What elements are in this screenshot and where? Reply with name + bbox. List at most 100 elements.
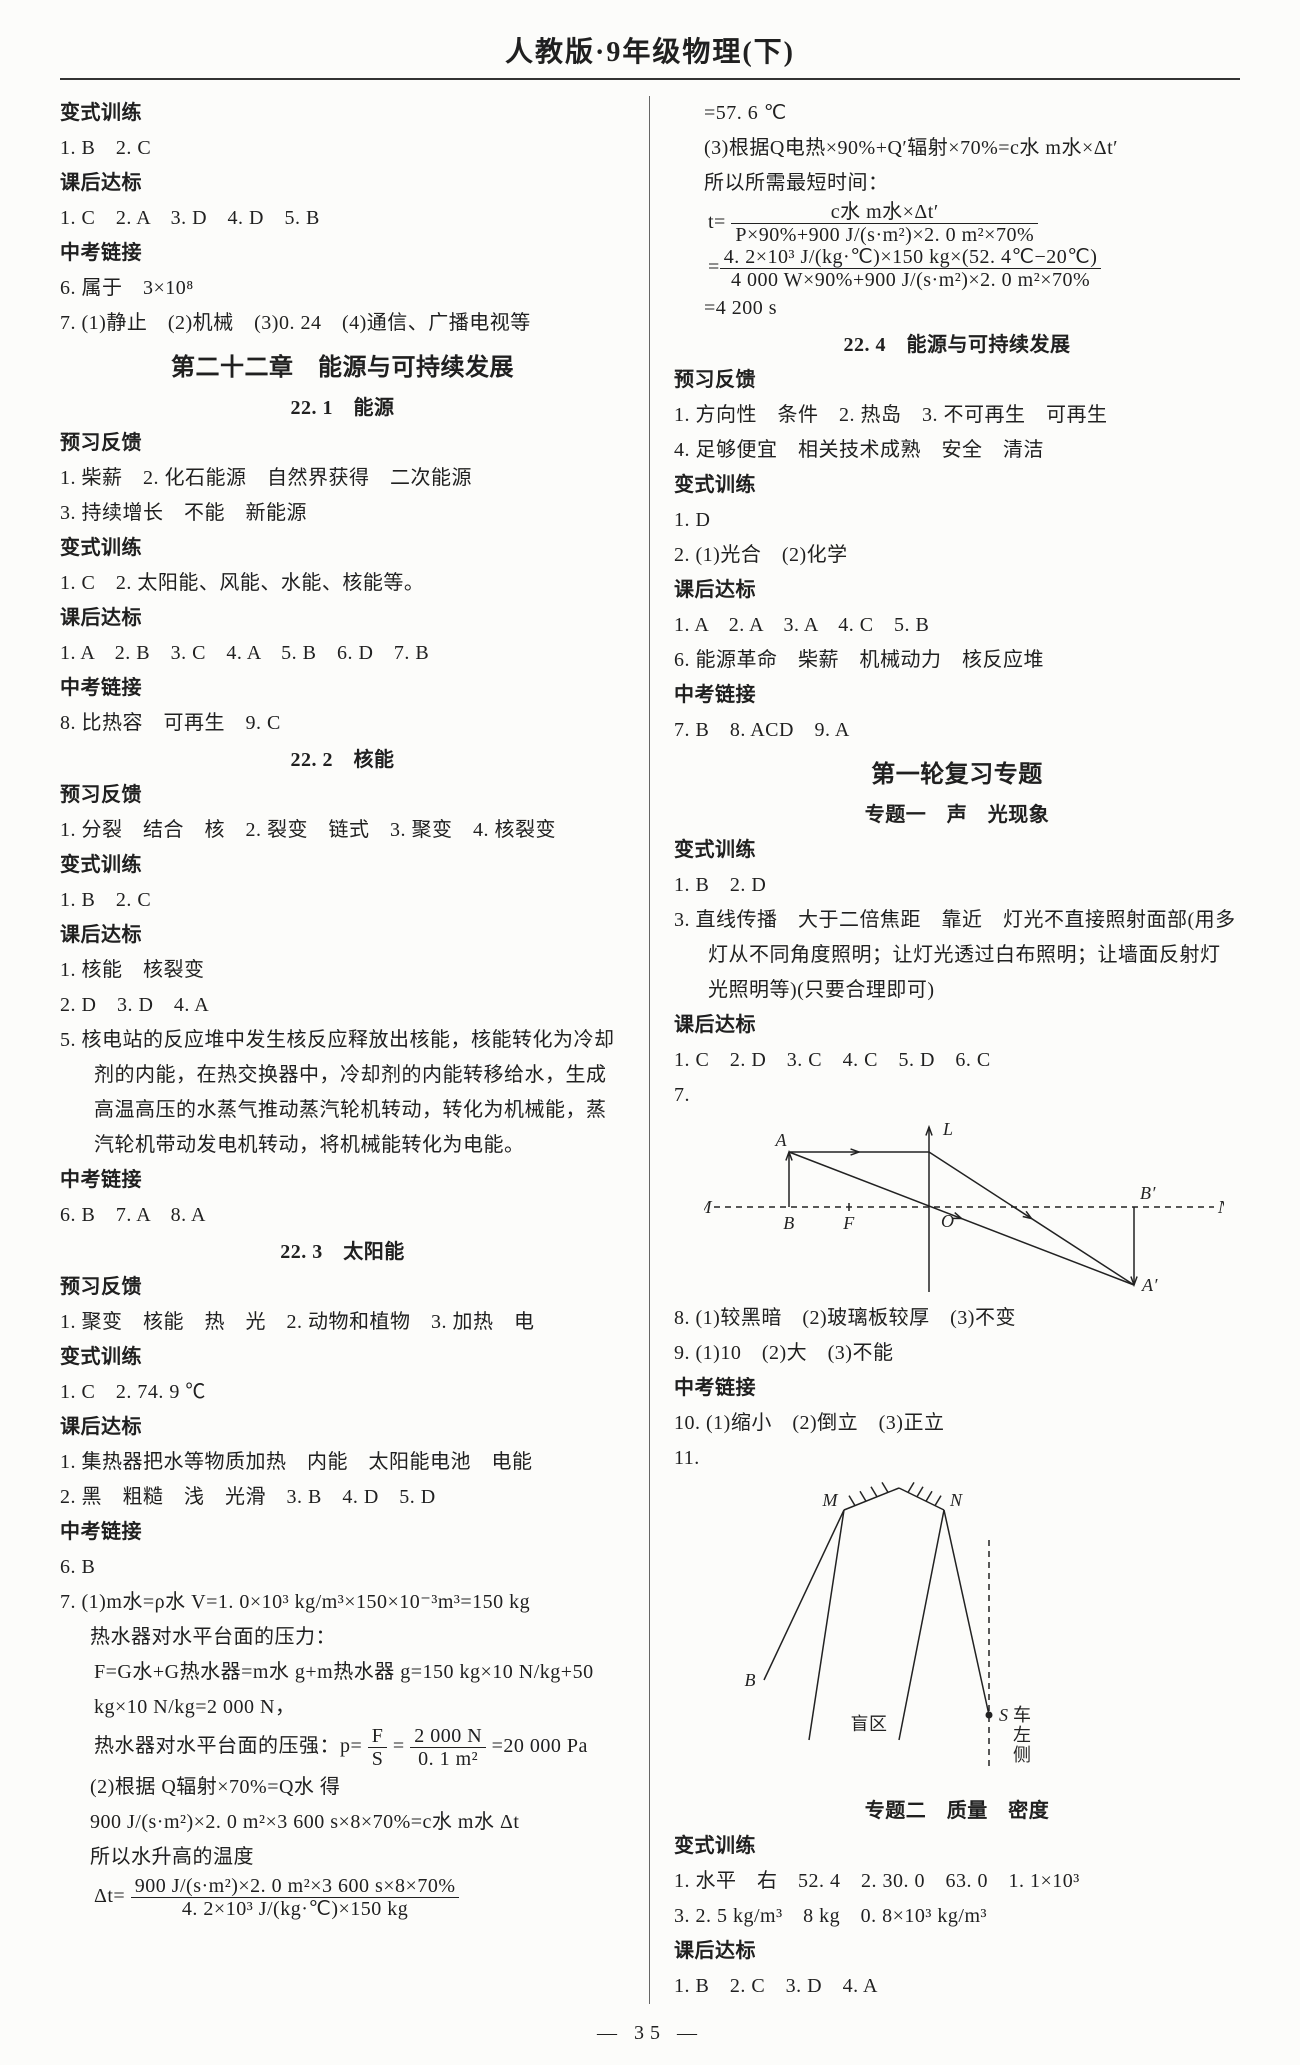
heading: 预习反馈 [60, 1270, 625, 1305]
numerator: 2 000 N [410, 1725, 486, 1748]
svg-text:A: A [775, 1130, 788, 1150]
answer-line: 1. B 2. C 3. D 4. A [674, 1969, 1240, 2004]
answer-paragraph: 3. 直线传播 大于二倍焦距 靠近 灯光不直接照射面部(用多灯从不同角度照明；让… [674, 903, 1240, 1008]
heading: 课后达标 [60, 918, 625, 953]
right-column: =57. 6 ℃ (3)根据Q电热×90%+Q′辐射×70%=c水 m水×Δt′… [650, 96, 1240, 2004]
svg-text:B: B [745, 1670, 757, 1690]
denominator: P×90%+900 J/(s·m²)×2. 0 m²×70% [731, 224, 1038, 246]
answer-line: 900 J/(s·m²)×2. 0 m²×3 600 s×8×70%=c水 m水… [60, 1805, 625, 1840]
heading: 课后达标 [674, 1934, 1240, 1969]
svg-text:车左侧: 车左侧 [1013, 1705, 1032, 1765]
answer-line: 10. (1)缩小 (2)倒立 (3)正立 [674, 1406, 1240, 1441]
subchapter: 22. 3 太阳能 [60, 1235, 625, 1270]
answer-line: 1. C 2. D 3. C 4. C 5. D 6. C [674, 1043, 1240, 1078]
blind-zone-diagram: MNBS盲区车左侧 [734, 1480, 1240, 1790]
answer-line: 1. B 2. C [60, 883, 625, 918]
heading: 中考链接 [674, 1371, 1240, 1406]
svg-text:B: B [783, 1213, 795, 1233]
svg-text:F: F [842, 1213, 855, 1233]
answer-line: 7. (1)m水=ρ水 V=1. 0×10³ kg/m³×150×10⁻³m³=… [60, 1585, 625, 1620]
text: 3. 直线传播 大于二倍焦距 靠近 灯光不直接照射面部(用多灯从不同角度照明；让… [674, 909, 1236, 1001]
heading: 预习反馈 [60, 778, 625, 813]
answer-paragraph: 5. 核电站的反应堆中发生核反应释放出核能，核能转化为冷却剂的内能，在热交换器中… [60, 1023, 625, 1163]
text: 热水器对水平台面的压强：p= [94, 1735, 362, 1757]
numerator: F [368, 1725, 388, 1748]
heading: 中考链接 [60, 671, 625, 706]
heading: 中考链接 [60, 1515, 625, 1550]
answer-line: 6. B [60, 1550, 625, 1585]
heading: 课后达标 [674, 573, 1240, 608]
chapter-title: 第一轮复习专题 [674, 754, 1240, 796]
svg-text:O: O [941, 1211, 955, 1231]
heading: 中考链接 [674, 678, 1240, 713]
heading: 变式训练 [674, 468, 1240, 503]
answer-line: 1. 集热器把水等物质加热 内能 太阳能电池 电能 [60, 1445, 625, 1480]
answer-line: 6. B 7. A 8. A [60, 1198, 625, 1233]
answer-line: 6. 能源革命 柴薪 机械动力 核反应堆 [674, 643, 1240, 678]
heading: 中考链接 [60, 1163, 625, 1198]
answer-line: 1. 分裂 结合 核 2. 裂变 链式 3. 聚变 4. 核裂变 [60, 813, 625, 848]
optics-diagram: M N L O B F A B′ A′ [704, 1117, 1240, 1297]
answer-line: 6. 属于 3×10⁸ [60, 271, 625, 306]
title-rule [60, 78, 1240, 80]
equation-line: Δt= 900 J/(s·m²)×2. 0 m²×3 600 s×8×70% 4… [60, 1875, 625, 1920]
heading: 课后达标 [60, 166, 625, 201]
heading: 课后达标 [60, 1410, 625, 1445]
svg-text:S: S [999, 1705, 1009, 1725]
svg-text:A′: A′ [1141, 1275, 1158, 1295]
svg-text:M: M [704, 1197, 713, 1217]
text: = [393, 1735, 405, 1757]
answer-line: =4 200 s [674, 291, 1240, 326]
svg-text:L: L [942, 1119, 954, 1139]
heading: 变式训练 [60, 1340, 625, 1375]
left-column: 变式训练 1. B 2. C 课后达标 1. C 2. A 3. D 4. D … [60, 96, 650, 2004]
subchapter: 22. 4 能源与可持续发展 [674, 328, 1240, 363]
denominator: 4. 2×10³ J/(kg·℃)×150 kg [131, 1898, 460, 1920]
subchapter: 22. 2 核能 [60, 743, 625, 778]
fraction: 4. 2×10³ J/(kg·℃)×150 kg×(52. 4℃−20℃) 4 … [720, 246, 1102, 291]
svg-text:M: M [822, 1490, 839, 1510]
answer-line: 3. 持续增长 不能 新能源 [60, 496, 625, 531]
answer-line: 8. 比热容 可再生 9. C [60, 706, 625, 741]
answer-line: 8. (1)较黑暗 (2)玻璃板较厚 (3)不变 [674, 1301, 1240, 1336]
denominator: S [368, 1748, 388, 1770]
equation-line: = 4. 2×10³ J/(kg·℃)×150 kg×(52. 4℃−20℃) … [674, 246, 1240, 291]
text: =20 000 Pa [492, 1735, 588, 1757]
heading: 变式训练 [674, 833, 1240, 868]
heading: 课后达标 [60, 601, 625, 636]
text: t= [708, 211, 726, 233]
answer-line: 4. 足够便宜 相关技术成熟 安全 清洁 [674, 433, 1240, 468]
svg-text:N: N [1217, 1197, 1224, 1217]
numerator: c水 m水×Δt′ [731, 201, 1038, 224]
answer-line: (2)根据 Q辐射×70%=Q水 得 [60, 1770, 625, 1805]
heading: 预习反馈 [674, 363, 1240, 398]
answer-line: 所以所需最短时间： [674, 166, 1240, 201]
answer-line: 1. 核能 核裂变 [60, 953, 625, 988]
svg-text:B′: B′ [1140, 1183, 1156, 1203]
answer-line: F=G水+G热水器=m水 g+m热水器 g=150 kg×10 N/kg+50 … [60, 1655, 625, 1725]
answer-line: 2. D 3. D 4. A [60, 988, 625, 1023]
fraction: c水 m水×Δt′ P×90%+900 J/(s·m²)×2. 0 m²×70% [731, 201, 1038, 246]
columns: 变式训练 1. B 2. C 课后达标 1. C 2. A 3. D 4. D … [60, 96, 1240, 2004]
numerator: 4. 2×10³ J/(kg·℃)×150 kg×(52. 4℃−20℃) [720, 246, 1102, 269]
heading: 变式训练 [60, 96, 625, 131]
answer-line: 1. B 2. C [60, 131, 625, 166]
fraction: 2 000 N 0. 1 m² [410, 1725, 486, 1770]
denominator: 4 000 W×90%+900 J/(s·m²)×2. 0 m²×70% [720, 269, 1102, 291]
answer-line: 7. (1)静止 (2)机械 (3)0. 24 (4)通信、广播电视等 [60, 306, 625, 341]
answer-line: 3. 2. 5 kg/m³ 8 kg 0. 8×10³ kg/m³ [674, 1899, 1240, 1934]
denominator: 0. 1 m² [410, 1748, 486, 1770]
subchapter: 专题一 声 光现象 [674, 798, 1240, 833]
page-title: 人教版·9年级物理(下) [60, 30, 1240, 78]
page-number: — 35 — [60, 2022, 1240, 2045]
answer-line: 1. C 2. 太阳能、风能、水能、核能等。 [60, 566, 625, 601]
answer-line: 1. 聚变 核能 热 光 2. 动物和植物 3. 加热 电 [60, 1305, 625, 1340]
answer-line: (3)根据Q电热×90%+Q′辐射×70%=c水 m水×Δt′ [674, 131, 1240, 166]
equation-line: t= c水 m水×Δt′ P×90%+900 J/(s·m²)×2. 0 m²×… [674, 201, 1240, 246]
fraction: 900 J/(s·m²)×2. 0 m²×3 600 s×8×70% 4. 2×… [131, 1875, 460, 1920]
heading: 变式训练 [60, 531, 625, 566]
heading: 预习反馈 [60, 426, 625, 461]
answer-line: 2. 黑 粗糙 浅 光滑 3. B 4. D 5. D [60, 1480, 625, 1515]
heading: 课后达标 [674, 1008, 1240, 1043]
answer-line: 2. (1)光合 (2)化学 [674, 538, 1240, 573]
